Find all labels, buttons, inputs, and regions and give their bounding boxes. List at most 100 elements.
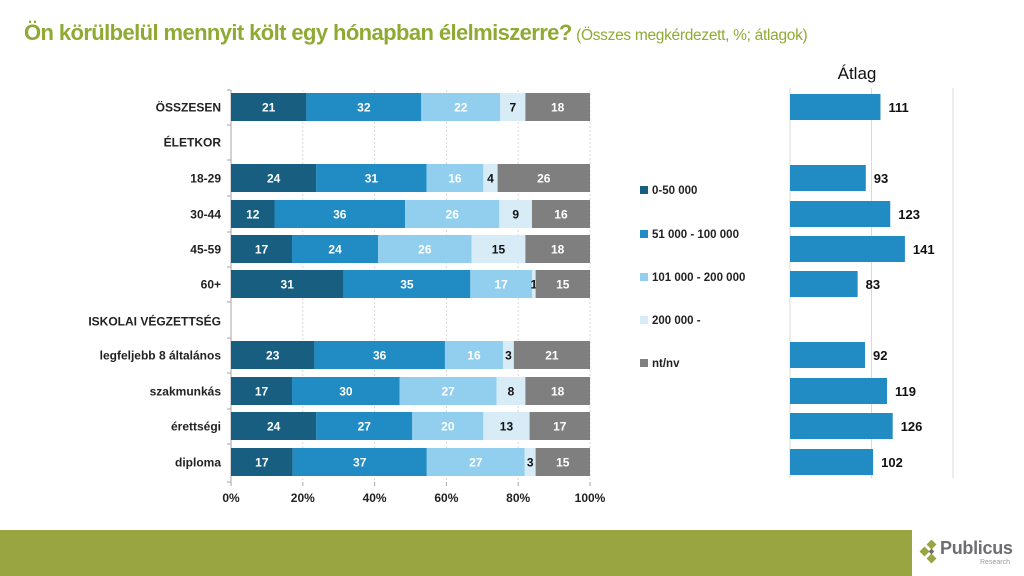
- data-label: 7: [509, 101, 516, 115]
- data-label: 17: [553, 420, 567, 434]
- average-data-label: 119: [895, 384, 916, 399]
- data-label: 17: [494, 278, 508, 292]
- x-tick-label: 40%: [363, 491, 387, 505]
- bar-segment: [421, 93, 501, 121]
- data-label: 36: [373, 349, 387, 363]
- data-label: 21: [545, 349, 559, 363]
- bar-segment: [497, 164, 590, 192]
- bar-segment: [343, 270, 471, 298]
- logo-mark-icon: [919, 540, 937, 564]
- data-label: 26: [418, 243, 432, 257]
- bar-segment: [399, 377, 497, 405]
- bar-segment: [471, 235, 526, 263]
- legend-swatch: [640, 316, 648, 324]
- average-bar: [790, 201, 891, 227]
- bar-segment: [231, 270, 344, 298]
- data-label: 21: [262, 101, 276, 115]
- average-bar: [790, 271, 858, 297]
- average-data-label: 123: [898, 207, 920, 222]
- data-label: 16: [448, 172, 462, 186]
- data-label: 8: [508, 385, 515, 399]
- legend-swatch: [640, 273, 648, 281]
- bar-segment: [292, 377, 400, 405]
- bar-segment: [496, 377, 526, 405]
- logo-subtext: Research: [980, 559, 1010, 566]
- average-bar: [790, 236, 905, 262]
- chart-title-subtitle: (Összes megkérdezett, %; átlagok): [576, 27, 808, 44]
- data-label: 17: [255, 243, 269, 257]
- data-label: 31: [365, 172, 379, 186]
- legend-label: 101 000 - 200 000: [652, 272, 745, 284]
- bar-segment: [231, 377, 293, 405]
- category-label: ÖSSZESEN: [156, 100, 221, 115]
- category-label: ISKOLAI VÉGZETTSÉG: [88, 314, 221, 329]
- legend-label: 0-50 000: [652, 185, 697, 197]
- stacked-bar-chart: 0% 20% 40% 60% 80% 100% ÖSSZESEN ÉLETKOR 18-29 30…: [88, 89, 606, 505]
- bar-segment: [316, 412, 413, 440]
- data-label: 36: [333, 208, 347, 222]
- data-label: 27: [442, 385, 456, 399]
- bar-segment: [306, 93, 422, 121]
- data-label: 18: [551, 243, 565, 257]
- footer-bar: [0, 530, 912, 576]
- data-label: 13: [500, 420, 514, 434]
- bar-segment: [529, 412, 590, 440]
- data-label: 24: [267, 420, 281, 434]
- data-label: 16: [467, 349, 481, 363]
- data-label: 24: [328, 243, 342, 257]
- bar-segment: [231, 448, 293, 476]
- data-label: 15: [556, 278, 570, 292]
- bar-segment: [525, 93, 590, 121]
- bar-segment: [483, 164, 498, 192]
- data-label: 24: [267, 172, 281, 186]
- data-label: 26: [537, 172, 551, 186]
- data-label: 22: [454, 101, 468, 115]
- bar-segment: [292, 448, 427, 476]
- bar-segment: [426, 164, 484, 192]
- average-data-label: 141: [913, 242, 935, 257]
- bar-segment: [483, 412, 530, 440]
- legend-swatch: [640, 359, 648, 367]
- category-label: ÉLETKOR: [164, 135, 222, 150]
- average-data-label: 111: [888, 100, 908, 115]
- data-label: 26: [446, 208, 460, 222]
- bar-segment: [412, 412, 484, 440]
- data-label: 30: [339, 385, 353, 399]
- bar-segment: [531, 200, 590, 228]
- data-label: 1: [530, 278, 537, 292]
- data-label: 23: [266, 349, 280, 363]
- data-label: 9: [512, 208, 519, 222]
- data-label: 27: [358, 420, 372, 434]
- average-data-label: 102: [881, 455, 903, 470]
- average-bar: [790, 165, 866, 191]
- data-label: 15: [556, 456, 570, 470]
- average-bar: [790, 449, 874, 475]
- data-label: 31: [281, 278, 295, 292]
- data-label: 3: [527, 456, 534, 470]
- legend-swatch: [640, 230, 648, 238]
- bar-segment: [292, 235, 379, 263]
- logo-text: Publicus: [940, 538, 1013, 558]
- bar-segment: [231, 235, 293, 263]
- data-label: 17: [255, 456, 269, 470]
- bar-segment: [524, 448, 536, 476]
- bar-segment: [525, 377, 590, 405]
- bar-segment: [231, 93, 307, 121]
- average-chart-title: Átlag: [838, 64, 877, 83]
- average-bar: [790, 378, 887, 404]
- bar-segment: [274, 200, 406, 228]
- bar-segment: [513, 341, 590, 369]
- category-label: 45-59: [190, 243, 221, 257]
- bar-segment: [378, 235, 472, 263]
- publicus-logo: Publicus Research: [918, 536, 1024, 572]
- bar-segment: [500, 93, 526, 121]
- legend-label: 200 000 -: [652, 315, 701, 327]
- legend: 0-50 000 51 000 - 100 000 101 000 - 200 00…: [640, 185, 745, 370]
- bar-segment: [231, 164, 317, 192]
- average-bar-chart: Átlag 111 93 123 141 83 92 119 126 102: [789, 64, 954, 478]
- category-label: legfeljebb 8 általános: [100, 349, 222, 363]
- data-label: 15: [492, 243, 506, 257]
- average-bar: [790, 94, 881, 120]
- bar-segment: [231, 412, 317, 440]
